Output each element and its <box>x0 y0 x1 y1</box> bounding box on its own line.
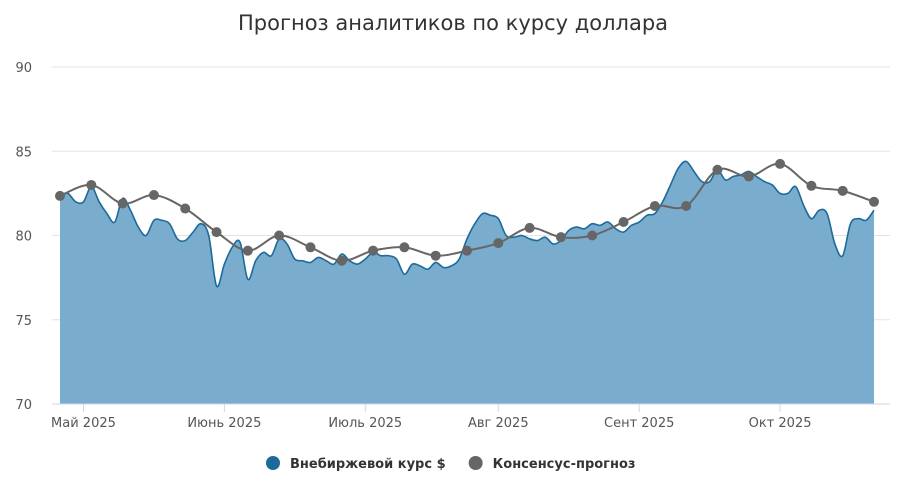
legend-label: Внебиржевой курс $ <box>290 457 446 472</box>
y-tick-label: 75 <box>15 314 32 329</box>
consensus-point <box>305 242 316 253</box>
consensus-point <box>555 232 566 243</box>
consensus-point <box>743 171 754 182</box>
consensus-point <box>86 179 97 190</box>
x-tick-label: Окт 2025 <box>749 416 812 431</box>
consensus-point <box>117 198 128 209</box>
consensus-point <box>274 230 285 241</box>
consensus-point <box>712 164 723 175</box>
legend-marker <box>468 456 483 470</box>
consensus-point <box>649 201 660 212</box>
y-tick-label: 90 <box>15 61 32 76</box>
legend-label: Консенсус-прогноз <box>493 457 636 472</box>
x-tick-label: Июнь 2025 <box>187 416 261 431</box>
area-line <box>59 160 875 288</box>
consensus-point <box>493 238 504 249</box>
consensus-point <box>211 227 222 238</box>
consensus-point <box>837 185 848 196</box>
consensus-point <box>430 250 441 261</box>
consensus-point <box>180 203 191 214</box>
consensus-point <box>242 245 253 256</box>
y-tick-label: 70 <box>15 398 32 413</box>
consensus-point <box>148 190 159 201</box>
consensus-point <box>336 255 347 266</box>
legend-marker <box>266 456 280 470</box>
x-tick-label: Авг 2025 <box>468 416 529 431</box>
consensus-point <box>368 245 379 256</box>
y-tick-label: 85 <box>15 145 32 160</box>
consensus-point <box>681 201 692 212</box>
consensus-point <box>869 196 879 207</box>
chart-title: Прогноз аналитиков по курсу доллара <box>238 11 668 35</box>
consensus-point <box>524 222 535 233</box>
consensus-point <box>462 245 472 256</box>
x-tick-label: Май 2025 <box>51 416 116 431</box>
x-tick-label: Июль 2025 <box>328 416 402 431</box>
consensus-point <box>806 180 817 191</box>
x-tick-label: Сент 2025 <box>604 416 674 431</box>
y-tick-label: 80 <box>15 230 32 245</box>
consensus-point <box>775 158 786 169</box>
consensus-point <box>399 242 410 253</box>
consensus-point <box>618 217 629 228</box>
consensus-point <box>55 190 65 201</box>
area-fill <box>60 161 874 404</box>
consensus-point <box>587 230 598 241</box>
